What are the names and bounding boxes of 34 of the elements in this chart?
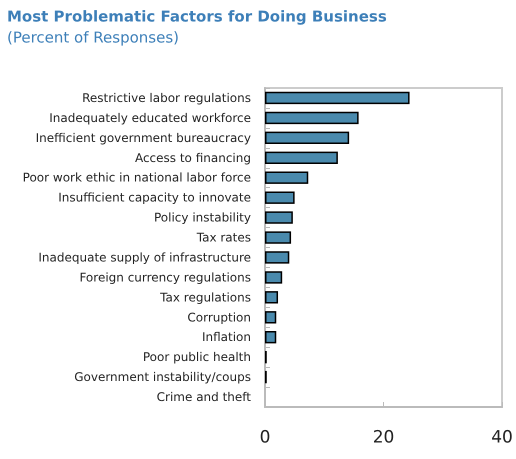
y-tick-label: Inadequate supply of infrastructure [38, 250, 251, 264]
y-tick-label: Foreign currency regulations [79, 270, 251, 284]
bar [265, 251, 290, 264]
x-tick-label: 40 [491, 428, 513, 448]
y-tick-label: Government instability/coups [74, 370, 251, 384]
x-tick-label: 20 [372, 428, 394, 448]
bar [265, 172, 308, 184]
bar [265, 291, 278, 304]
text: (Percent of Responses) [7, 28, 179, 46]
y-tick-label: Tax rates [196, 230, 251, 245]
y-tick-label: Tax regulations [159, 290, 251, 304]
y-tick-label: Inflation [202, 330, 251, 344]
y-tick-label: Inadequately educated workforce [49, 110, 251, 125]
bar [265, 331, 276, 344]
bar [265, 311, 276, 324]
bar [265, 271, 282, 284]
x-tick-label: 0 [260, 428, 270, 448]
bar [265, 112, 359, 124]
chart-title: Most Problematic Factors for Doing Business [7, 8, 387, 26]
bar [265, 92, 410, 104]
y-tick-label: Crime and theft [156, 390, 252, 404]
bar [265, 152, 338, 164]
bar [265, 211, 293, 224]
y-tick-label: Insufficient capacity to innovate [58, 190, 251, 205]
y-tick-label: Policy instability [154, 210, 251, 225]
bar [265, 191, 295, 204]
y-tick-label: Corruption [187, 310, 251, 324]
bar [265, 132, 350, 144]
y-tick-label: Poor public health [142, 350, 251, 364]
y-tick-label: Access to financing [134, 150, 251, 165]
y-tick-label: Restrictive labor regulations [82, 90, 251, 105]
y-tick-label: Inefficient government bureaucracy [36, 130, 251, 145]
y-tick-label: Poor work ethic in national labor force [22, 170, 251, 185]
bar [265, 231, 292, 244]
